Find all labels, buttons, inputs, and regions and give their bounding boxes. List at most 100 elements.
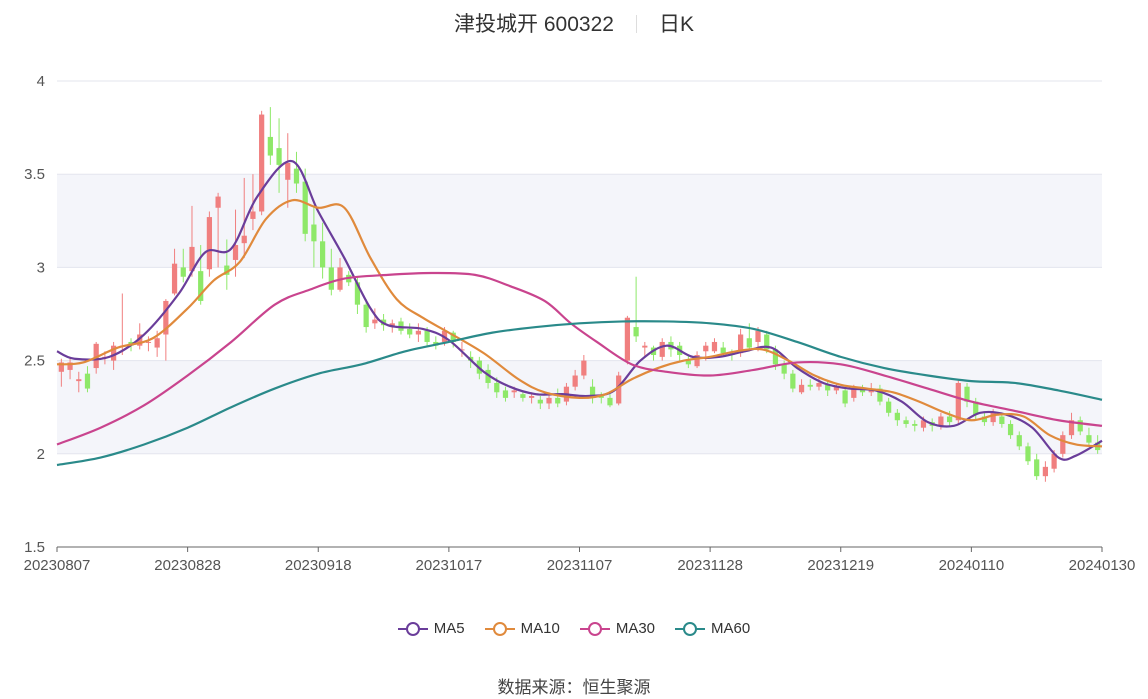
candle-body — [76, 379, 82, 382]
candle — [363, 299, 369, 333]
candle — [319, 222, 326, 279]
candle — [224, 239, 230, 290]
candle-body — [93, 343, 99, 369]
candle — [311, 205, 317, 268]
legend-marker-icon — [675, 621, 706, 636]
background-band — [57, 360, 1102, 454]
candle-body — [746, 338, 752, 348]
candle-body — [999, 416, 1005, 424]
candle-body — [110, 345, 117, 361]
candle-body — [1042, 466, 1049, 477]
candle-body — [589, 386, 596, 398]
candle-body — [528, 396, 535, 398]
candle — [206, 211, 213, 277]
candle-body — [459, 349, 465, 351]
candle — [581, 355, 587, 380]
candle-body — [485, 369, 491, 383]
candle-body — [1051, 453, 1057, 469]
candle-body — [537, 399, 543, 404]
candle-body — [363, 304, 369, 328]
candle — [84, 366, 91, 393]
candle — [616, 371, 622, 406]
stock-name: 津投城开 — [454, 13, 539, 36]
candle-body — [276, 148, 282, 165]
candle-body — [912, 423, 918, 426]
candle — [555, 388, 561, 408]
candle-body — [1077, 420, 1083, 432]
candle-body — [1068, 420, 1075, 436]
candle-body — [772, 349, 779, 365]
candle-body — [215, 196, 221, 208]
candle-body — [319, 241, 326, 268]
candle-body — [964, 386, 970, 402]
candle-body — [1086, 435, 1092, 443]
candle-body — [502, 390, 509, 398]
candle — [1016, 431, 1022, 451]
candle — [642, 341, 648, 357]
candle-body — [372, 319, 378, 324]
candle-body — [781, 364, 787, 374]
candle-body — [415, 330, 422, 335]
candle — [407, 323, 413, 339]
candle — [1060, 431, 1066, 458]
candle-body — [311, 224, 317, 242]
legend-item-ma5[interactable]: MA5 — [397, 620, 465, 637]
candle — [76, 371, 82, 393]
candle-body — [450, 332, 456, 342]
candle — [816, 377, 822, 391]
axes: 1.5 2 2.5 3 3.5 4 20230807 20230828 20230918 2023… — [24, 73, 1136, 574]
candle — [886, 397, 892, 417]
x-tick-label: 20231219 — [807, 557, 874, 574]
ma-line-ma10 — [56, 198, 1103, 448]
candle-body — [189, 246, 195, 272]
legend-marker-icon — [484, 621, 515, 636]
candle-body — [877, 388, 883, 402]
candle — [833, 382, 840, 395]
x-tick-label: 20240110 — [939, 557, 1005, 574]
candle — [842, 386, 848, 408]
candle — [807, 379, 813, 391]
candle-body — [990, 412, 996, 423]
candle-body — [981, 416, 988, 423]
candle-body — [807, 384, 813, 387]
candle — [372, 308, 378, 329]
candle-body — [1016, 435, 1022, 447]
candle-body — [137, 334, 143, 346]
candle-body — [1025, 446, 1031, 462]
candle — [1025, 442, 1031, 465]
legend-item-ma60[interactable]: MA60 — [675, 620, 750, 637]
candle — [798, 379, 805, 395]
candle-body — [520, 394, 526, 398]
legend-item-ma30[interactable]: MA30 — [579, 620, 655, 637]
legend-marker-icon — [397, 621, 428, 636]
x-tick-label: 20231017 — [416, 557, 483, 574]
candle — [859, 384, 866, 397]
candle-body — [241, 235, 247, 244]
candle — [415, 323, 422, 342]
candle — [241, 177, 247, 259]
candle-body — [903, 420, 909, 424]
candle-body — [424, 330, 430, 342]
candle-body — [685, 360, 691, 365]
candle-body — [711, 341, 718, 352]
candle — [293, 151, 300, 193]
candle-body — [250, 211, 256, 219]
candle — [145, 336, 152, 352]
candle — [189, 205, 195, 277]
candle-body — [816, 382, 822, 387]
candle — [633, 276, 639, 342]
candle-body — [859, 388, 866, 393]
candle-body — [703, 345, 709, 352]
period-label: 日K — [658, 13, 694, 36]
x-tick-label: 20231128 — [677, 557, 743, 574]
candle — [624, 315, 631, 365]
candle-body — [58, 362, 64, 372]
candle-body — [546, 397, 552, 404]
candle — [215, 192, 221, 268]
candle-body — [642, 345, 648, 348]
ma-line-ma60 — [56, 320, 1103, 467]
legend-item-ma10[interactable]: MA10 — [484, 620, 560, 637]
y-tick-label: 4 — [37, 73, 45, 90]
x-tick-label: 20230828 — [154, 557, 221, 574]
candle-body — [1007, 423, 1014, 436]
